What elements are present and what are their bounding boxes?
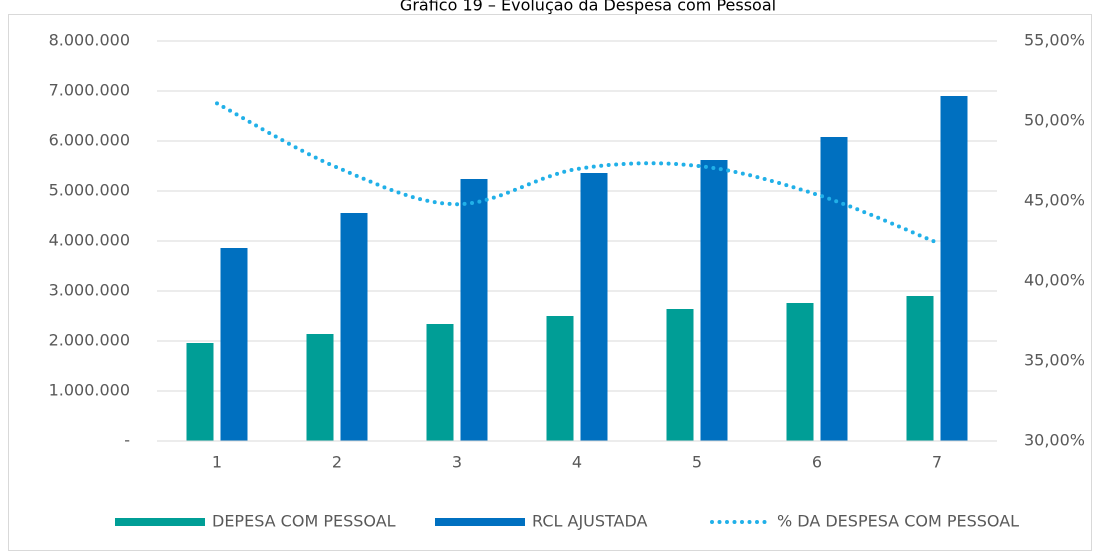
y2-tick-label: 55,00% [1024,31,1085,50]
bar [460,179,488,441]
y-tick-label: 8.000.000 [49,31,130,50]
bar [666,309,694,441]
bar [186,343,214,441]
y-tick-label: 1.000.000 [49,381,130,400]
x-tick-label: 1 [212,453,222,472]
y-tick-label: 2.000.000 [49,331,130,350]
x-tick-label: 4 [572,453,582,472]
x-tick-label: 7 [932,453,942,472]
bar [820,137,848,441]
legend-label: % DA DESPESA COM PESSOAL [777,512,1019,531]
legend-swatch [115,518,205,526]
chart-border [8,14,1092,551]
bar [700,160,728,441]
bar [786,303,814,441]
bar [580,173,608,441]
y2-tick-label: 30,00% [1024,431,1085,450]
x-tick-label: 6 [812,453,822,472]
y2-tick-label: 40,00% [1024,271,1085,290]
x-tick-label: 3 [452,453,462,472]
bar [906,296,934,441]
x-tick-label: 5 [692,453,702,472]
bar [306,334,334,441]
legend-label: DEPESA COM PESSOAL [212,512,396,531]
chart-title: Gráfico 19 – Evolução da Despesa com Pes… [400,0,776,15]
y-tick-label: 7.000.000 [49,81,130,100]
y-tick-label: - [124,431,130,450]
y2-tick-label: 50,00% [1024,111,1085,130]
bar [426,324,454,441]
y-tick-label: 3.000.000 [49,281,130,300]
x-tick-label: 2 [332,453,342,472]
y-tick-label: 5.000.000 [49,181,130,200]
y-tick-label: 6.000.000 [49,131,130,150]
legend-swatch [435,518,525,526]
bar [940,96,968,441]
bar [340,213,368,441]
y-tick-label: 4.000.000 [49,231,130,250]
bar [220,248,248,441]
y2-tick-label: 35,00% [1024,351,1085,370]
bar [546,316,574,441]
y2-tick-label: 45,00% [1024,191,1085,210]
legend-label: RCL AJUSTADA [532,512,648,531]
line-series [215,101,939,245]
